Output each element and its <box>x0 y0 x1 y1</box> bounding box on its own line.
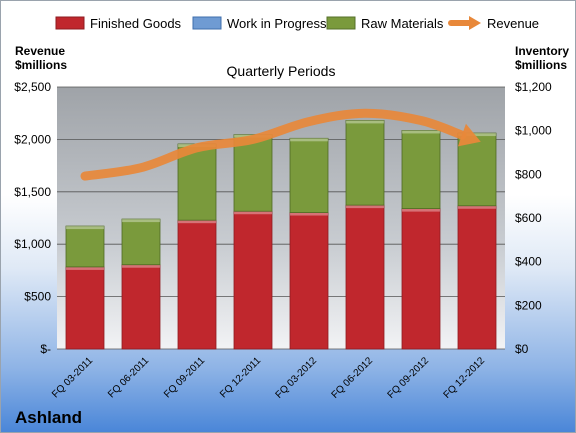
bar-finished-goods <box>121 264 161 350</box>
left-tick-label: $2,500 <box>14 80 51 94</box>
legend-label-revenue: Revenue <box>487 16 539 31</box>
x-axis-ticks: FQ 03-2011 FQ 06-2011 FQ 09-2011 FQ 12-2011… <box>50 355 487 401</box>
bar-finished-goods <box>401 208 441 350</box>
company-name: Ashland <box>15 408 82 427</box>
x-tick-label: FQ 12-2012 <box>442 355 488 401</box>
revenue-line <box>80 108 481 181</box>
chart-subtitle: Quarterly Periods <box>227 63 336 79</box>
left-tick-label: $2,000 <box>14 132 51 146</box>
bar-highlight <box>290 212 328 216</box>
x-tick-label: FQ 12-2011 <box>218 355 263 400</box>
left-axis-ticks: $- $500 $1,000 $1,500 $2,000 $2,500 <box>14 80 51 356</box>
right-tick-label: $1,000 <box>515 124 552 138</box>
x-tick-label: FQ 06-2011 <box>106 355 151 400</box>
bar-highlight <box>346 205 384 209</box>
bar-highlight <box>290 138 328 142</box>
bar-highlight <box>66 226 104 230</box>
x-tick-label: FQ 03-2011 <box>50 355 95 400</box>
x-tick-label: FQ 09-2011 <box>162 355 207 400</box>
right-tick-label: $600 <box>515 211 542 225</box>
bar-raw-materials <box>345 120 385 206</box>
bar-finished-goods <box>289 212 329 350</box>
bar-highlight <box>122 264 160 268</box>
legend-swatch-finished-goods <box>55 16 85 30</box>
revenue-line-path <box>80 108 467 181</box>
bar-raw-materials <box>401 130 441 210</box>
bar-finished-goods <box>65 266 105 350</box>
x-tick-label: FQ 03-2012 <box>274 355 320 401</box>
bar-highlight <box>178 220 216 224</box>
bar-highlight <box>458 133 496 137</box>
bar-highlight <box>402 130 440 134</box>
bar-highlight <box>122 219 160 223</box>
right-tick-label: $200 <box>515 298 542 312</box>
bar-highlight <box>234 211 272 215</box>
bar-finished-goods <box>457 205 497 350</box>
bar-raw-materials <box>289 137 329 213</box>
right-axis-title-line2: $millions <box>515 58 567 72</box>
x-tick-label: FQ 06-2012 <box>330 355 376 401</box>
bar-highlight <box>66 266 104 270</box>
bar-raw-materials <box>121 218 161 266</box>
right-tick-label: $0 <box>515 342 529 356</box>
left-tick-label: $1,500 <box>14 185 51 199</box>
revenue-arrowhead <box>457 123 481 147</box>
legend-label-raw-materials: Raw Materials <box>361 16 444 31</box>
bar-finished-goods <box>177 219 217 350</box>
bar-finished-goods <box>233 210 273 350</box>
right-tick-label: $1,200 <box>515 80 552 94</box>
bar-raw-materials <box>233 134 273 212</box>
legend-label-finished-goods: Finished Goods <box>90 16 182 31</box>
bar-highlight <box>458 205 496 209</box>
legend-swatch-revenue <box>448 16 481 30</box>
left-axis-title-line1: Revenue <box>15 44 65 58</box>
left-tick-label: $500 <box>24 290 51 304</box>
right-tick-label: $400 <box>515 255 542 269</box>
bar-raw-materials <box>65 225 105 268</box>
bar-highlight <box>402 208 440 212</box>
right-axis-title-line1: Inventory <box>515 44 569 58</box>
bar-highlight <box>346 120 384 124</box>
legend-swatch-work-in-progress <box>192 16 222 30</box>
left-axis-title-line2: $millions <box>15 58 67 72</box>
x-tick-label: FQ 09-2012 <box>386 355 432 401</box>
bar-raw-materials <box>177 143 217 221</box>
bars <box>65 120 497 350</box>
legend-swatch-raw-materials <box>326 16 356 30</box>
bar-raw-materials <box>457 132 497 207</box>
right-axis-ticks: $0 $200 $400 $600 $800 $1,000 $1,200 <box>515 80 552 356</box>
legend-label-work-in-progress: Work in Progress <box>227 16 327 31</box>
right-tick-label: $800 <box>515 167 542 181</box>
legend: Finished Goods Work in Progress Raw Mate… <box>55 16 539 31</box>
bar-finished-goods <box>345 204 385 350</box>
left-tick-label: $1,000 <box>14 237 51 251</box>
left-tick-label: $- <box>40 342 51 356</box>
